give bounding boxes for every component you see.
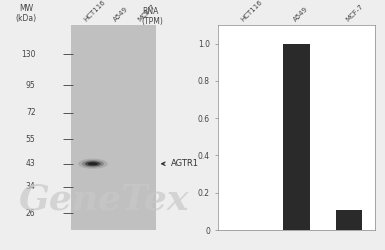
Text: A549: A549 (113, 6, 130, 23)
Text: 26: 26 (26, 209, 35, 218)
Text: GeneTex: GeneTex (19, 183, 189, 217)
Bar (71, 25, 156, 230)
Text: MCF-7: MCF-7 (345, 3, 365, 23)
Text: MW
(kDa): MW (kDa) (16, 4, 37, 23)
Ellipse shape (78, 159, 108, 169)
Text: 43: 43 (26, 159, 35, 168)
Text: 34: 34 (26, 182, 35, 192)
Text: HCT116: HCT116 (83, 0, 107, 23)
Bar (283, 44, 310, 230)
Text: 72: 72 (26, 108, 35, 117)
Ellipse shape (85, 161, 101, 166)
Text: HCT116: HCT116 (239, 0, 263, 23)
Text: RNA
(TPM): RNA (TPM) (142, 6, 164, 26)
Text: A549: A549 (292, 6, 309, 23)
Ellipse shape (82, 160, 104, 168)
Text: 130: 130 (21, 50, 35, 59)
Text: 55: 55 (26, 135, 35, 144)
Text: 95: 95 (26, 81, 35, 90)
Text: MCF-7: MCF-7 (137, 3, 156, 23)
Bar (336, 210, 362, 230)
Ellipse shape (88, 162, 98, 165)
Text: AGTR1: AGTR1 (171, 159, 199, 168)
